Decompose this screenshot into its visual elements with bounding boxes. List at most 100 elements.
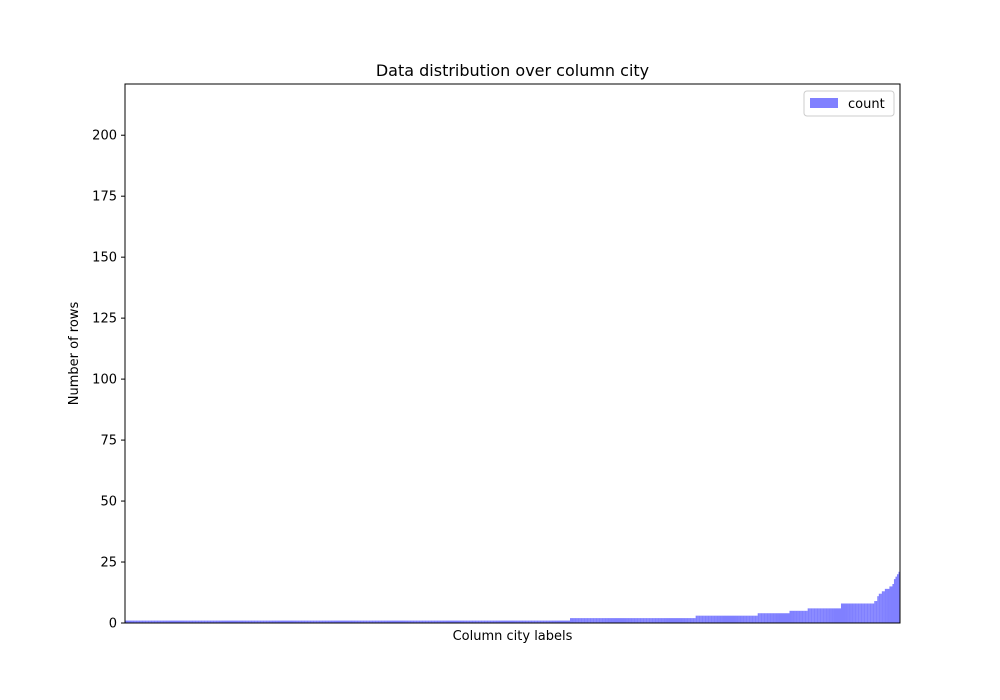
bar <box>480 620 483 623</box>
bar <box>526 620 528 623</box>
bar <box>430 620 433 623</box>
bar <box>825 608 828 623</box>
bar <box>601 618 604 623</box>
x-axis-label: Column city labels <box>453 629 573 644</box>
bar <box>224 620 227 623</box>
bar <box>468 620 471 623</box>
bar <box>237 620 239 623</box>
bar <box>698 615 701 623</box>
bar <box>320 620 322 623</box>
bar <box>467 620 469 623</box>
bar <box>209 620 212 623</box>
legend: count <box>803 90 895 117</box>
bar <box>382 620 384 623</box>
bar <box>514 620 516 623</box>
bar <box>772 613 775 623</box>
bar <box>185 620 188 623</box>
bar <box>165 620 168 623</box>
bar <box>784 613 787 623</box>
bar <box>869 603 872 623</box>
bar <box>414 620 416 623</box>
bar <box>560 620 563 623</box>
bar <box>589 618 592 623</box>
bar <box>778 613 781 623</box>
bar <box>659 618 661 623</box>
bar <box>851 603 854 623</box>
bar <box>458 620 460 623</box>
bar <box>682 618 684 623</box>
bar <box>498 620 501 623</box>
bar <box>892 583 895 623</box>
bar <box>866 603 869 623</box>
bar <box>695 615 698 623</box>
bar <box>276 620 278 623</box>
bar <box>388 620 390 623</box>
bar <box>346 620 348 623</box>
bar <box>277 620 280 623</box>
bar <box>735 615 737 623</box>
bar <box>479 620 481 623</box>
bar <box>686 618 689 623</box>
bar <box>860 603 863 623</box>
bar <box>433 620 436 623</box>
bar <box>603 618 605 623</box>
bar <box>408 620 410 623</box>
bar <box>517 620 519 623</box>
bar <box>680 618 683 623</box>
bar <box>374 620 377 623</box>
bar <box>683 618 686 623</box>
bar <box>535 620 537 623</box>
bar <box>368 620 371 623</box>
bar <box>305 620 307 623</box>
bar <box>741 615 743 623</box>
bar <box>792 610 795 623</box>
bar <box>243 620 245 623</box>
bar <box>750 615 752 623</box>
bar <box>128 620 130 623</box>
bar <box>845 603 848 623</box>
bar <box>135 620 138 623</box>
bar <box>447 620 449 623</box>
bar <box>199 620 201 623</box>
bar <box>371 620 374 623</box>
bar <box>721 615 723 623</box>
bar <box>314 620 316 623</box>
bar <box>240 620 242 623</box>
bar <box>274 620 277 623</box>
bar <box>506 620 509 623</box>
bar <box>582 618 584 623</box>
bar <box>727 615 730 623</box>
bar <box>280 620 283 623</box>
bar <box>367 620 369 623</box>
bar <box>344 620 347 623</box>
bar <box>872 603 875 623</box>
bar <box>459 620 462 623</box>
bar <box>709 615 711 623</box>
bar <box>303 620 306 623</box>
bar <box>583 618 586 623</box>
bar <box>715 615 717 623</box>
bar <box>138 620 141 623</box>
bar <box>181 620 183 623</box>
bar <box>258 620 260 623</box>
bar <box>214 620 216 623</box>
bar <box>703 615 705 623</box>
bar <box>544 620 546 623</box>
bar <box>150 620 153 623</box>
bar <box>725 615 728 623</box>
bar <box>766 613 769 623</box>
bar <box>462 620 465 623</box>
bar <box>623 618 625 623</box>
bar <box>315 620 318 623</box>
bar <box>754 615 757 623</box>
bar <box>591 618 593 623</box>
bar <box>510 620 513 623</box>
bar <box>361 620 363 623</box>
bar <box>810 608 813 623</box>
bar <box>753 615 755 623</box>
bar <box>246 620 248 623</box>
bar <box>389 620 392 623</box>
bar <box>716 615 719 623</box>
bar <box>373 620 375 623</box>
bar <box>262 620 265 623</box>
